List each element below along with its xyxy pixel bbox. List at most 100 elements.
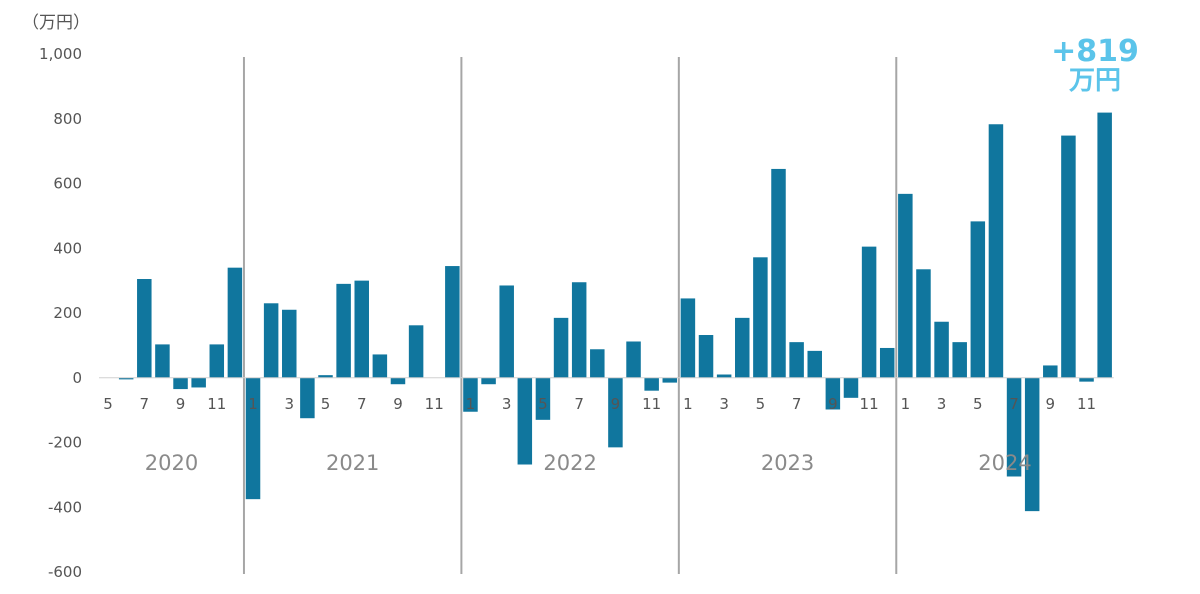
- bar-2022-04: [517, 377, 533, 465]
- bar-2021-07: [354, 280, 369, 378]
- month-label: 7: [574, 395, 584, 413]
- month-label: 9: [828, 395, 838, 413]
- bar-2024-12: [1097, 112, 1112, 378]
- bar-2021-12: [445, 266, 460, 378]
- month-label: 1: [683, 395, 693, 413]
- year-label: 2023: [761, 451, 814, 475]
- month-label: 11: [860, 395, 879, 413]
- month-label: 9: [393, 395, 403, 413]
- y-tick-label: 200: [53, 304, 82, 322]
- bar-2020-10: [191, 377, 206, 388]
- bar-2022-05: [535, 377, 551, 420]
- bar-2022-09: [608, 377, 623, 448]
- bar-2020-09: [173, 377, 188, 390]
- bar-2020-06: [118, 377, 134, 380]
- bar-2024-08: [1024, 377, 1040, 512]
- y-tick-label: -600: [48, 563, 82, 581]
- bar-2024-09: [1043, 365, 1058, 378]
- month-label: 1: [466, 395, 476, 413]
- month-label: 1: [901, 395, 911, 413]
- y-tick-label: 1,000: [39, 45, 82, 63]
- bar-2024-07: [1006, 377, 1022, 477]
- year-label: 2022: [543, 451, 596, 475]
- bar-2022-06: [553, 317, 569, 378]
- month-label: 7: [357, 395, 367, 413]
- month-label: 11: [1077, 395, 1096, 413]
- month-label: 7: [792, 395, 802, 413]
- month-label: 5: [756, 395, 766, 413]
- bar-2021-06: [336, 283, 351, 378]
- bar-2023-08: [807, 350, 822, 378]
- bar-2022-11: [644, 377, 659, 391]
- month-label: 7: [1009, 395, 1019, 413]
- month-label: 5: [538, 395, 548, 413]
- year-label: 2020: [145, 451, 198, 475]
- bar-2023-04: [735, 317, 750, 378]
- bars-group: [118, 112, 1112, 512]
- bar-2021-08: [372, 354, 388, 378]
- bar-2022-02: [481, 377, 496, 385]
- bar-2020-12: [227, 267, 243, 378]
- year-labels: 2020 2021 2022 2023 2024: [145, 451, 1032, 475]
- month-label: 7: [140, 395, 150, 413]
- bar-2022-07: [571, 282, 587, 378]
- bar-2024-10: [1061, 135, 1076, 378]
- month-label: 5: [103, 395, 113, 413]
- bar-2024-06: [988, 124, 1004, 378]
- bar-2023-06: [771, 168, 786, 378]
- bar-2023-09: [825, 377, 841, 410]
- y-tick-label: 800: [53, 110, 82, 128]
- y-axis-ticks: 1,000 800 600 400 200 0 -200 -400 -600: [39, 45, 82, 581]
- month-label: 9: [611, 395, 621, 413]
- bar-2024-03: [934, 321, 949, 378]
- bar-2023-03: [716, 374, 732, 378]
- bar-2024-11: [1079, 377, 1094, 382]
- month-label: 11: [425, 395, 444, 413]
- y-tick-label: -400: [48, 498, 82, 516]
- bar-2024-02: [916, 269, 931, 378]
- bar-2021-03: [282, 309, 297, 378]
- bar-2021-09: [390, 377, 406, 385]
- y-tick-label: -200: [48, 434, 82, 452]
- bar-2023-11: [861, 246, 877, 378]
- bar-2021-01: [245, 377, 261, 500]
- y-tick-label: 400: [53, 239, 82, 257]
- bar-2020-08: [155, 344, 170, 378]
- month-label: 5: [321, 395, 331, 413]
- month-label: 3: [719, 395, 729, 413]
- bar-2024-01: [898, 193, 913, 378]
- year-separators: [242, 57, 898, 574]
- bar-2021-10: [408, 325, 424, 378]
- bar-2023-10: [843, 377, 859, 398]
- bar-2020-07: [137, 279, 152, 378]
- year-label: 2024: [978, 451, 1031, 475]
- bar-2023-12: [879, 347, 895, 378]
- x-axis-month-labels: 5 7 9 11 1 3 5 7 9 11 1 3 5 7 9 11 1 3 5 7 9 11 1 3 5 7 9 11: [103, 395, 1096, 413]
- month-label: 3: [937, 395, 947, 413]
- month-label: 9: [1046, 395, 1056, 413]
- callout-unit: 万円: [1068, 65, 1121, 96]
- bar-2023-07: [789, 342, 804, 378]
- bar-2022-03: [499, 285, 514, 378]
- bar-2024-04: [952, 342, 967, 378]
- latest-value-callout: +819 万円: [1040, 36, 1150, 95]
- bar-2022-01: [463, 377, 478, 412]
- bar-2024-05: [970, 221, 986, 378]
- bar-2022-08: [590, 349, 605, 378]
- month-label: 9: [176, 395, 186, 413]
- month-label: 3: [284, 395, 294, 413]
- y-tick-label: 0: [72, 369, 82, 387]
- month-label: 1: [248, 395, 258, 413]
- bar-2021-04: [300, 377, 315, 419]
- callout-value: +819: [1051, 34, 1139, 69]
- month-label: 11: [207, 395, 226, 413]
- bar-2022-12: [662, 377, 678, 383]
- bar-2023-05: [753, 257, 768, 378]
- bar-2021-05: [318, 375, 333, 378]
- bar-2020-11: [209, 344, 225, 378]
- y-axis-unit-label: （万円）: [22, 13, 90, 33]
- bar-2021-02: [263, 303, 279, 378]
- bar-2023-02: [698, 335, 714, 378]
- year-label: 2021: [326, 451, 379, 475]
